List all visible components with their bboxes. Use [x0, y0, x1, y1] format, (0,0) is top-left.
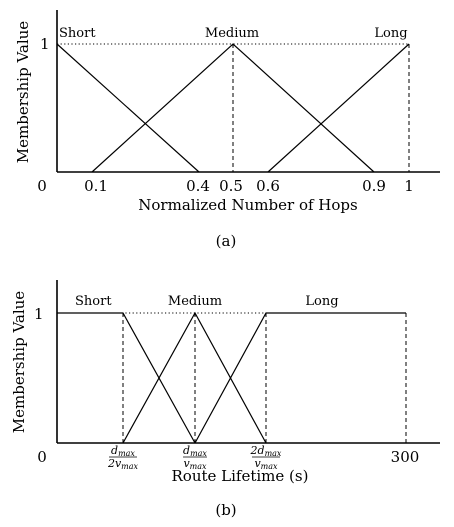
fraction-denominator: vmax — [183, 457, 207, 471]
panel-b-long-function — [194, 312, 406, 444]
fraction-numerator: dmax — [183, 444, 207, 458]
panel-b-medium-label: Medium — [168, 294, 222, 309]
panel-b-long-label: Long — [305, 294, 338, 309]
panel-a-x-tick: 0 — [37, 177, 47, 195]
panel-b-x-label: Route Lifetime (s) — [172, 467, 309, 485]
fraction-numerator: 2dmax — [250, 444, 282, 458]
panel-a-y-tick: 1 — [40, 35, 50, 53]
panel-b-y-tick: 1 — [34, 305, 44, 323]
fraction-denominator: vmax — [254, 457, 278, 471]
panel-b-fraction-tick: 2dmax vmax — [250, 444, 282, 471]
panel-a-x-tick: 1 — [404, 177, 414, 195]
panel-b-y-label: Membership Value — [10, 291, 28, 433]
panel-a-short-label: Short — [59, 26, 96, 41]
panel-a-x-label: Normalized Number of Hops — [138, 196, 357, 214]
panel-a-x-tick: 0.5 — [219, 177, 243, 195]
fraction-numerator: dmax — [111, 444, 135, 458]
panel-a-long-function — [267, 43, 410, 173]
panel-b-fraction-tick: dmax 2vmax — [107, 444, 139, 471]
panel-a-long-label: Long — [374, 26, 407, 41]
panel-a-medium-label: Medium — [205, 26, 259, 41]
panel-b-x-tick: 300 — [391, 448, 420, 466]
panel-b-caption: (b) — [215, 501, 236, 519]
panel-a-x-tick: 0.9 — [362, 177, 386, 195]
panel-a-x-tick: 0.4 — [186, 177, 210, 195]
panel-a-caption: (a) — [216, 232, 237, 250]
panel-b-short-label: Short — [75, 294, 112, 309]
panel-b-x-tick: 0 — [37, 448, 47, 466]
panel-a-short-function — [56, 43, 200, 173]
fraction-denominator: 2vmax — [107, 457, 139, 471]
panel-a-y-label: Membership Value — [14, 21, 32, 163]
panel-a-x-tick: 0.6 — [256, 177, 280, 195]
panel-a-x-tick: 0.1 — [84, 177, 108, 195]
panel-b: Short Medium Long 1 Membership Value 0 3… — [10, 280, 440, 519]
panel-b-fraction-tick: dmax vmax — [183, 444, 207, 471]
panel-b-short-function — [57, 312, 196, 444]
panel-a: Short Medium Long 1 Membership Value 0 0… — [14, 10, 440, 250]
